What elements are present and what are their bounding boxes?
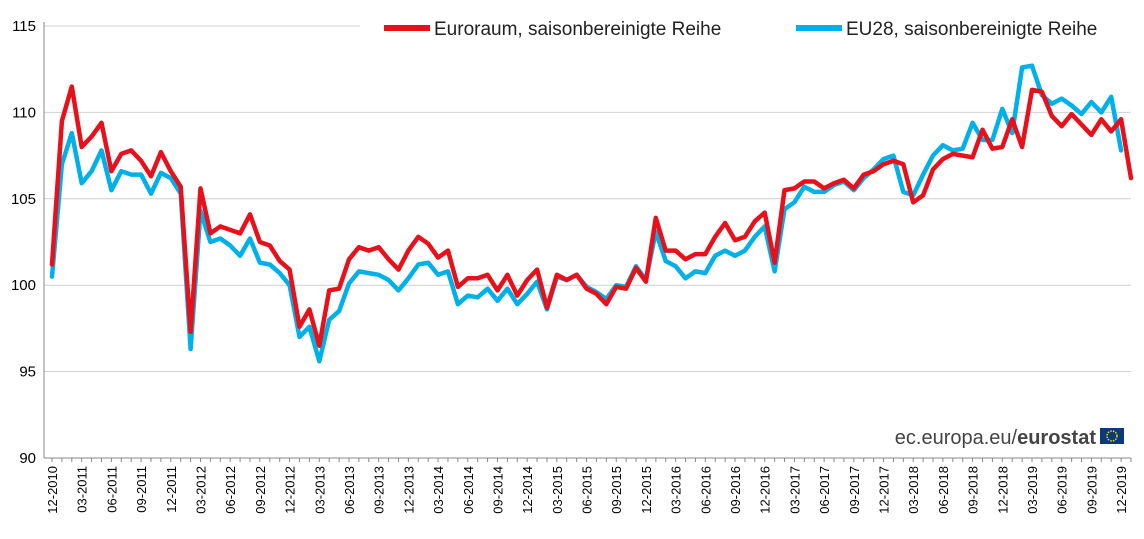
x-tick-label: 06-2013 — [342, 466, 357, 514]
x-tick-label: 03-2012 — [193, 466, 208, 514]
x-tick-label: 09-2011 — [134, 466, 149, 513]
x-tick-label: 09-2016 — [728, 466, 743, 514]
x-tick-label: 12-2011 — [164, 466, 179, 513]
x-tick-label: 06-2019 — [1055, 466, 1070, 514]
x-tick-label: 12-2019 — [1114, 466, 1129, 514]
y-tick-label: 100 — [11, 277, 36, 294]
eu-flag-icon — [1100, 428, 1124, 444]
legend: Euroraum, saisonbereinigte Reihe EU28, s… — [360, 8, 1140, 46]
x-tick-label: 09-2015 — [609, 466, 624, 514]
x-tick-label: 12-2010 — [45, 466, 60, 514]
x-tick-label: 09-2018 — [966, 466, 981, 514]
x-tick-label: 06-2014 — [461, 466, 476, 514]
x-tick-label: 12-2018 — [995, 466, 1010, 514]
x-tick-label: 06-2011 — [104, 466, 119, 513]
x-tick-label: 12-2014 — [520, 466, 535, 514]
source-text: ec.europa.eu/eurostat — [895, 427, 1097, 449]
legend-label-eu28: EU28, saisonbereinigte Reihe — [846, 19, 1097, 40]
y-tick-label: 115 — [12, 18, 36, 35]
x-tick-label: 12-2016 — [758, 466, 773, 514]
x-tick-label: 09-2014 — [490, 466, 505, 514]
source-prefix: ec.europa.eu/ — [895, 427, 1018, 449]
x-tick-label: 06-2018 — [936, 466, 951, 514]
series-lines — [49, 63, 1134, 364]
y-axis: 90 95 100 105 110 115 — [11, 18, 45, 467]
x-tick-label: 06-2012 — [223, 466, 238, 514]
x-tick-label: 09-2012 — [253, 466, 268, 514]
legend-label-euroraum: Euroraum, saisonbereinigte Reihe — [434, 19, 721, 40]
x-tick-label: 03-2011 — [75, 466, 90, 513]
y-tick-label: 95 — [19, 364, 36, 381]
series-line-euroraum — [49, 84, 1134, 348]
x-tick-label: 12-2013 — [401, 466, 416, 514]
x-tick-label: 03-2017 — [787, 466, 802, 514]
x-tick-label: 09-2013 — [372, 466, 387, 514]
source-brand: eurostat — [1017, 427, 1096, 449]
y-tick-label: 90 — [19, 450, 36, 467]
series-line-eu28 — [49, 63, 1124, 364]
grid-lines — [44, 25, 1131, 373]
x-tick-label: 03-2016 — [669, 466, 684, 514]
y-tick-label: 110 — [12, 104, 36, 121]
source-credit: ec.europa.eu/eurostat — [895, 427, 1124, 449]
x-tick-label: 06-2016 — [698, 466, 713, 514]
x-tick-label: 12-2015 — [639, 466, 654, 514]
x-tick-label: 03-2015 — [550, 466, 565, 514]
x-tick-label: 03-2013 — [312, 466, 327, 514]
x-tick-label: 03-2019 — [1025, 466, 1040, 514]
x-tick-label: 09-2017 — [847, 466, 862, 514]
x-tick-label: 03-2014 — [431, 466, 446, 514]
x-tick-label: 06-2017 — [817, 466, 832, 514]
x-tick-label: 09-2019 — [1084, 466, 1099, 514]
x-tick-label: 12-2017 — [877, 466, 892, 514]
y-tick-label: 105 — [11, 191, 36, 208]
x-tick-label: 12-2012 — [283, 466, 298, 514]
x-axis: 12-2010 03-2011 06-2011 09-2011 12-2011 03-20… — [44, 457, 1132, 514]
x-tick-label: 03-2018 — [906, 466, 921, 514]
x-tick-label: 06-2015 — [580, 466, 595, 514]
